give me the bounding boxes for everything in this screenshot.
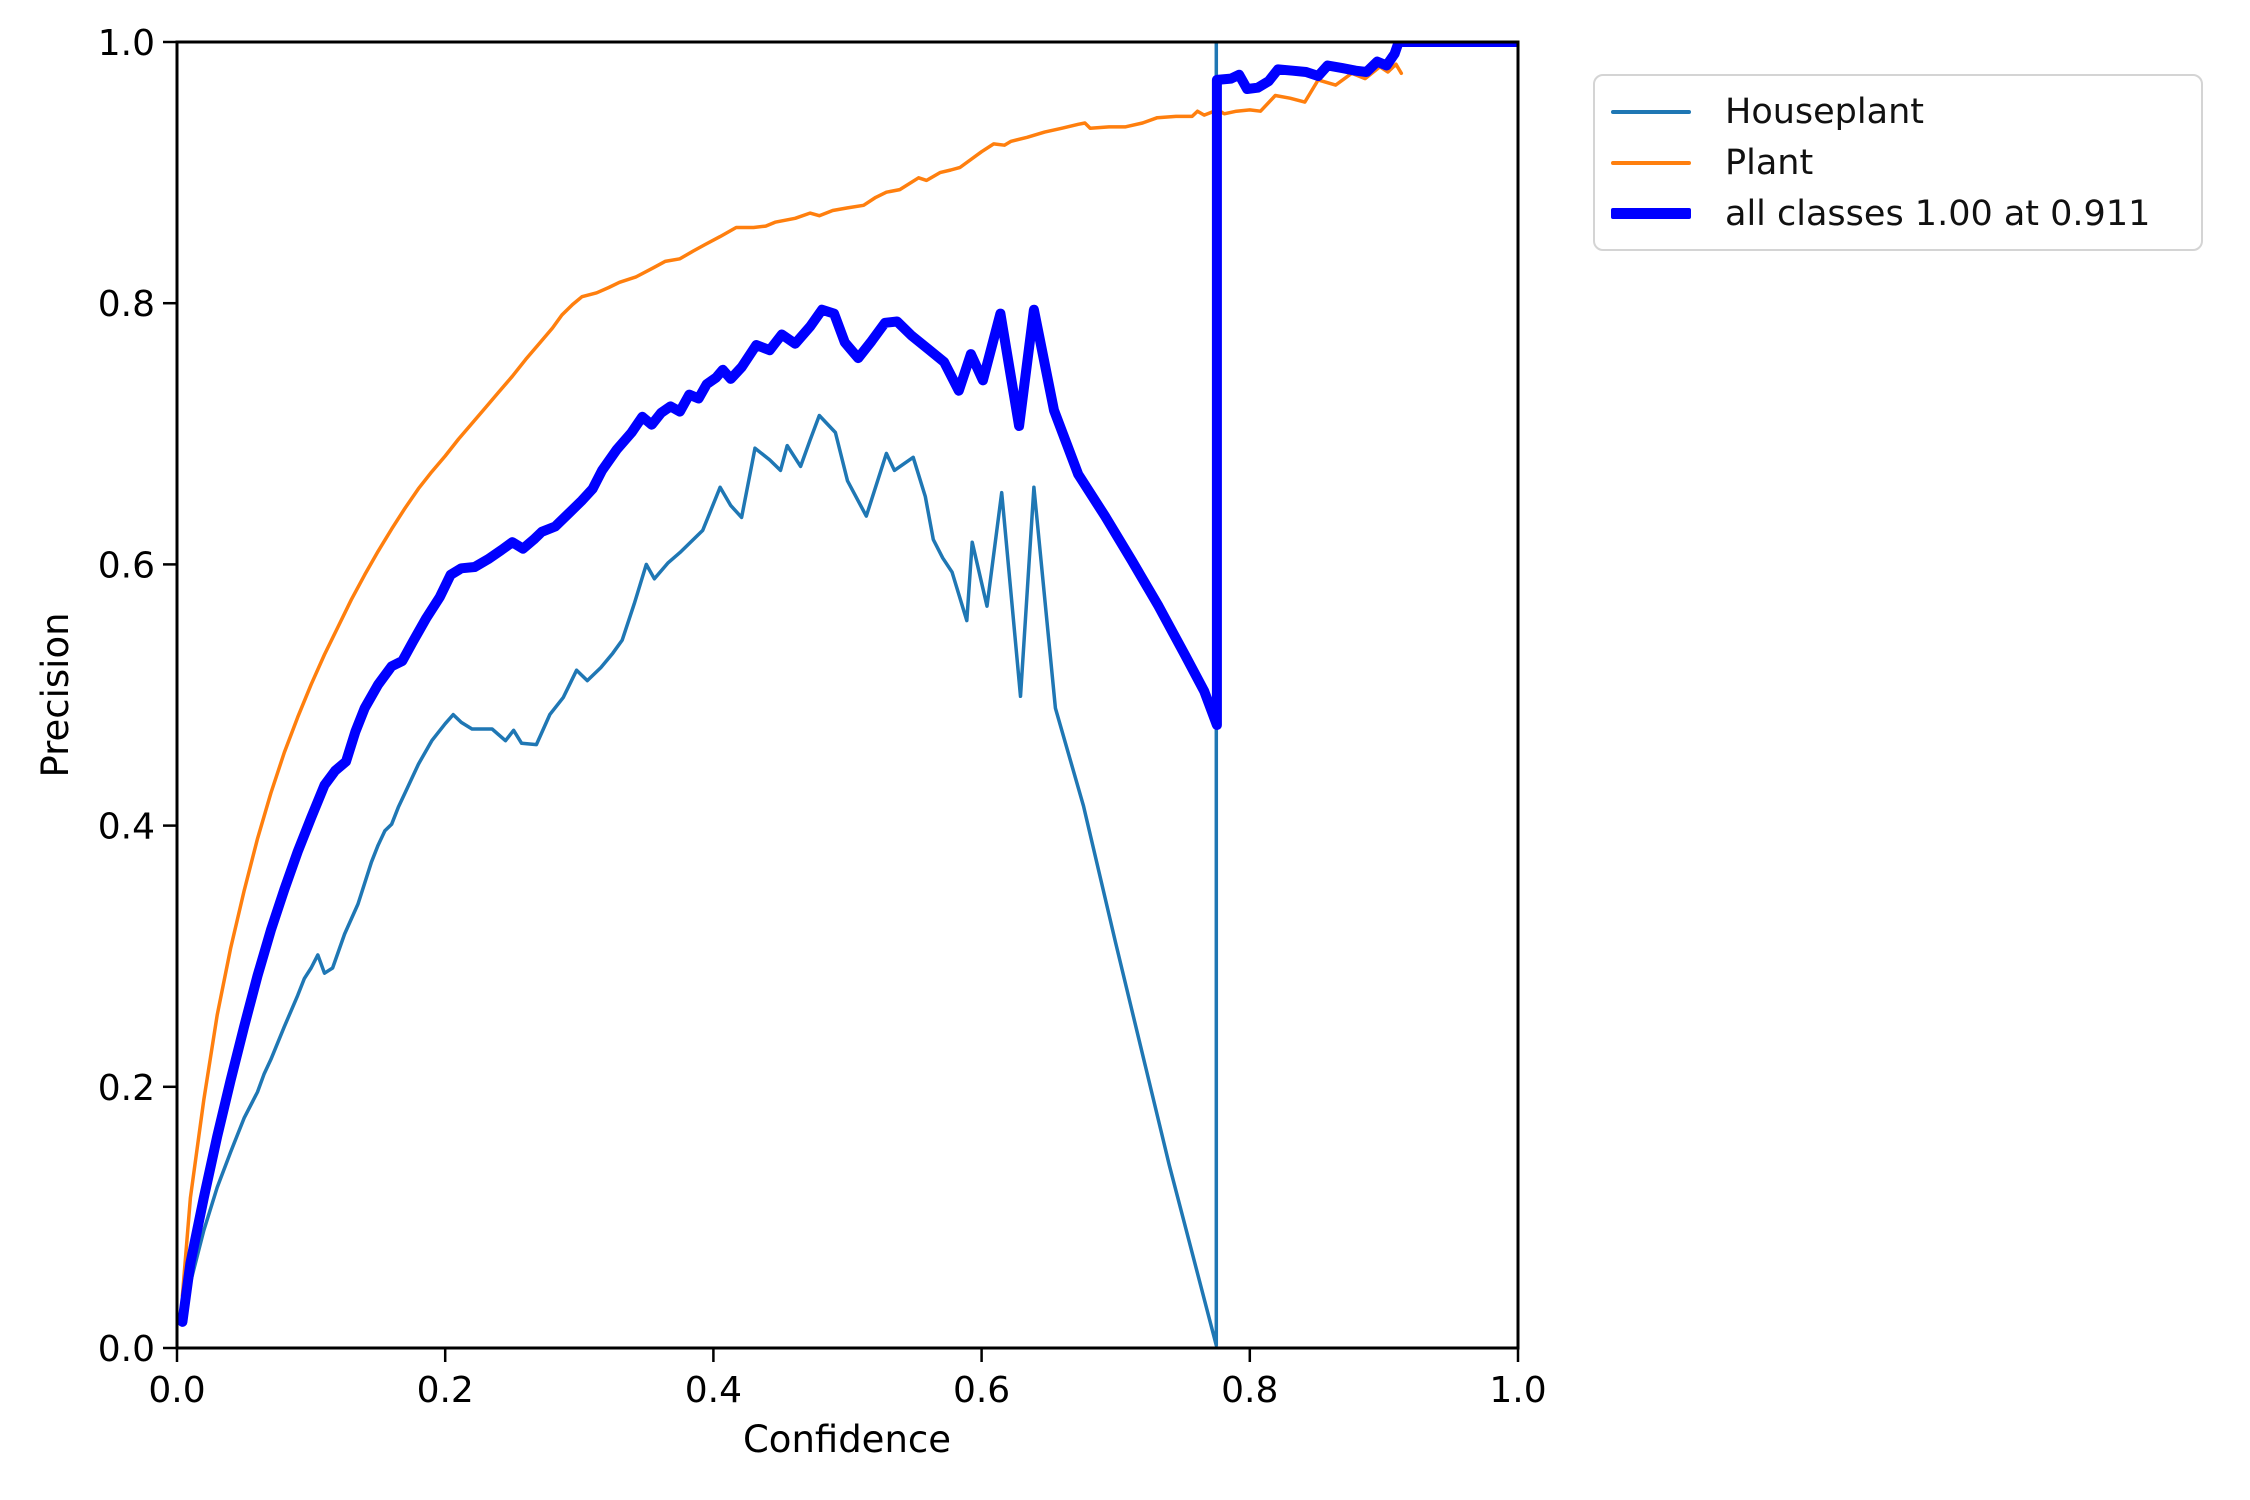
axes-spines: [175, 40, 1520, 1350]
plot-border: [175, 40, 1520, 1350]
y-tick-label-0.6: 0.6: [98, 545, 155, 586]
legend-label-all-classes: all classes 1.00 at 0.911: [1725, 193, 2151, 234]
houseplant-line-icon: [1611, 109, 1691, 114]
legend: Houseplant Plant all classes 1.00 at 0.9…: [1593, 74, 2203, 251]
series-line-houseplant: [180, 42, 1219, 1348]
legend-item-plant: Plant: [1611, 137, 2185, 188]
x-tick-label-0.4: 0.4: [685, 1370, 742, 1411]
plant-line-icon: [1611, 160, 1691, 165]
legend-label-houseplant: Houseplant: [1725, 91, 1924, 132]
y-axis-label: Precision: [34, 612, 77, 777]
y-tick-label-0.0: 0.0: [98, 1329, 155, 1370]
x-tick-label-1.0: 1.0: [1489, 1370, 1546, 1411]
y-tick-label-0.2: 0.2: [98, 1068, 155, 1109]
y-tick-label-0.4: 0.4: [98, 807, 155, 848]
axes-ticks: 0.0 0.2 0.4 0.6 0.8 1.0 0.0 0.2 0.4 0.6 0.8 1.0: [98, 23, 1547, 1411]
series-line-all: [177, 42, 1518, 1327]
x-tick-label-0.6: 0.6: [953, 1370, 1010, 1411]
x-tick-label-0.2: 0.2: [417, 1370, 474, 1411]
legend-item-all-classes: all classes 1.00 at 0.911: [1611, 188, 2185, 239]
x-axis-label: Confidence: [743, 1418, 951, 1461]
legend-item-houseplant: Houseplant: [1611, 86, 2185, 137]
y-tick-label-1.0: 1.0: [98, 23, 155, 64]
all-classes-line-icon: [1611, 208, 1691, 219]
legend-label-plant: Plant: [1725, 142, 1814, 183]
x-tick-label-0.8: 0.8: [1221, 1370, 1278, 1411]
y-tick-label-0.8: 0.8: [98, 284, 155, 325]
x-tick-label-0.0: 0.0: [148, 1370, 205, 1411]
series-line-plant: [180, 62, 1404, 1298]
chart-series-group: [177, 42, 1518, 1348]
